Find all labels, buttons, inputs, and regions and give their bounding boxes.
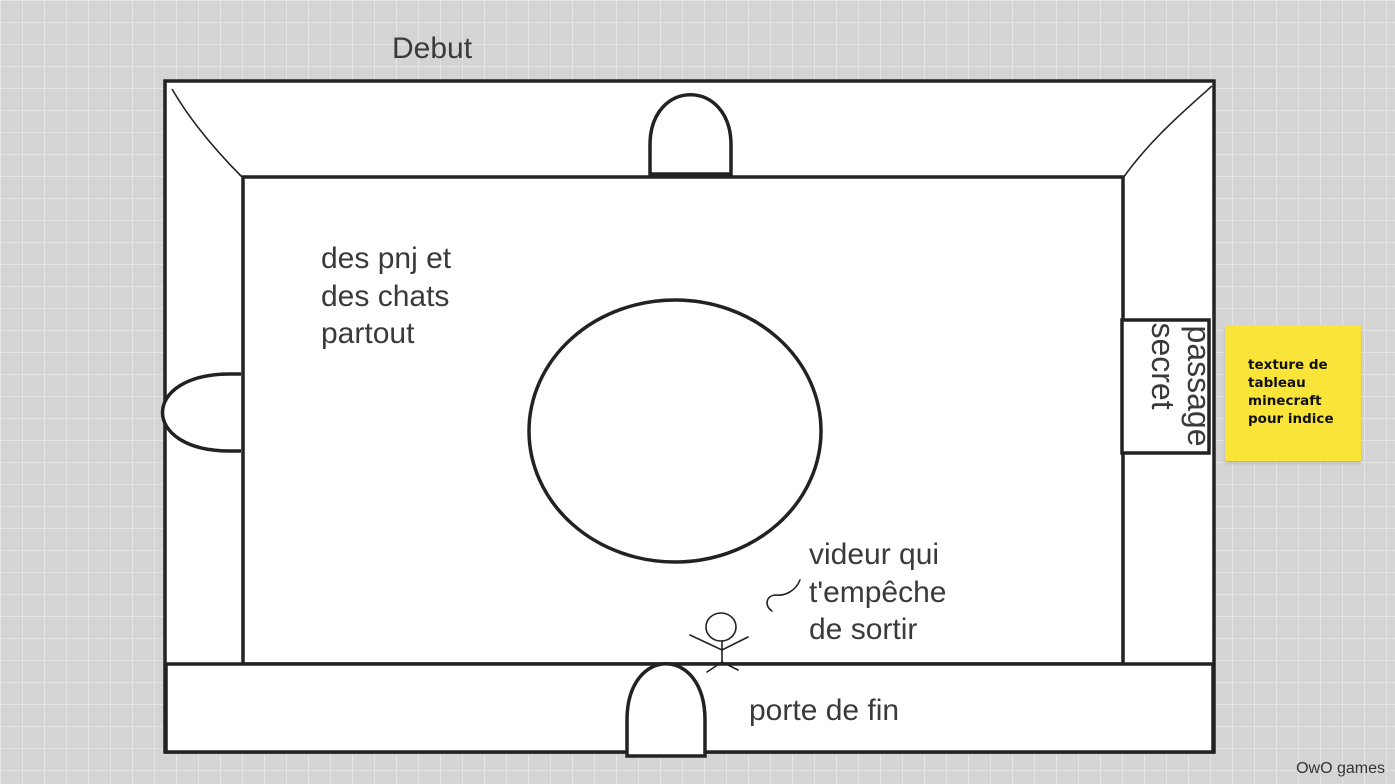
bouncer-arrow <box>766 579 801 612</box>
corner-line-top-right <box>1122 85 1213 179</box>
top-door <box>648 93 733 176</box>
bouncer-note-line2: t'empêche <box>809 576 946 609</box>
secret-passage-label-line1: passage <box>1181 326 1217 447</box>
npc-note-line2: des chats <box>321 280 449 313</box>
sticky-note-text: texture de tableau minecraft pour indice <box>1248 357 1334 427</box>
secret-passage <box>1120 318 1211 455</box>
sticky-note[interactable]: texture de tableau minecraft pour indice <box>1225 325 1361 461</box>
npc-note-line1: des pnj et <box>321 242 452 275</box>
bouncer-note-line3: de sortir <box>809 613 917 646</box>
corner-line-top-left <box>171 88 244 179</box>
npc-note-line3: partout <box>321 317 415 350</box>
left-door <box>160 372 241 453</box>
diagram-title: Debut <box>392 32 473 65</box>
exit-door-label: porte de fin <box>749 694 899 727</box>
secret-passage-label-line2: secret <box>1145 322 1181 409</box>
inner-room-outline <box>241 175 1125 666</box>
bouncer-note-line1: videur qui <box>809 538 939 571</box>
bouncer-figure <box>689 612 749 673</box>
exit-door <box>625 662 707 758</box>
brand-watermark: OwO games <box>1296 760 1385 777</box>
central-table <box>527 298 823 564</box>
